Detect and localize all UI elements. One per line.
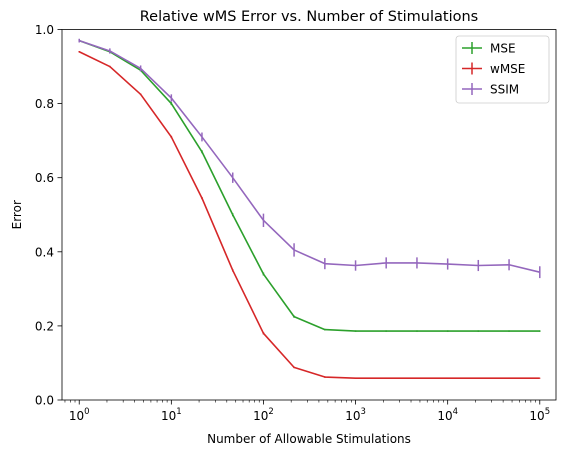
x-tick-label: 101 (161, 407, 182, 423)
y-tick-label: 0.2 (35, 319, 54, 333)
x-axis-label: Number of Allowable Stimulations (207, 432, 411, 446)
y-tick-label: 0.6 (35, 171, 54, 185)
y-tick-label: 1.0 (35, 23, 54, 37)
legend-label: SSIM (490, 83, 519, 97)
plot-area (78, 38, 541, 379)
x-tick-label: 103 (345, 407, 366, 423)
x-tick-label: 104 (437, 407, 458, 423)
legend-box (455, 35, 550, 104)
x-tick-label: 102 (253, 407, 274, 423)
legend-label: wMSE (490, 62, 525, 76)
y-axis: 0.0 0.2 0.4 0.6 0.8 1.0 (35, 23, 62, 408)
series-line (78, 51, 540, 379)
x-axis: 100 101 102 103 104 105 (64, 400, 550, 423)
series-line (78, 39, 540, 273)
y-axis-label: Error (10, 200, 24, 229)
plot-frame (61, 29, 557, 401)
x-tick-label: 100 (69, 407, 90, 423)
x-tick-label: 105 (529, 407, 550, 423)
y-tick-label: 0.8 (35, 97, 54, 111)
series-ssim (78, 38, 541, 279)
y-tick-label: 0.0 (35, 394, 54, 408)
legend-label: MSE (490, 42, 516, 56)
legend: MSE wMSE SSIM (455, 35, 550, 104)
chart-title: Relative wMS Error vs. Number of Stimula… (140, 9, 479, 25)
series-wmse (78, 50, 541, 379)
y-tick-label: 0.4 (35, 245, 54, 259)
series-line (78, 39, 540, 332)
